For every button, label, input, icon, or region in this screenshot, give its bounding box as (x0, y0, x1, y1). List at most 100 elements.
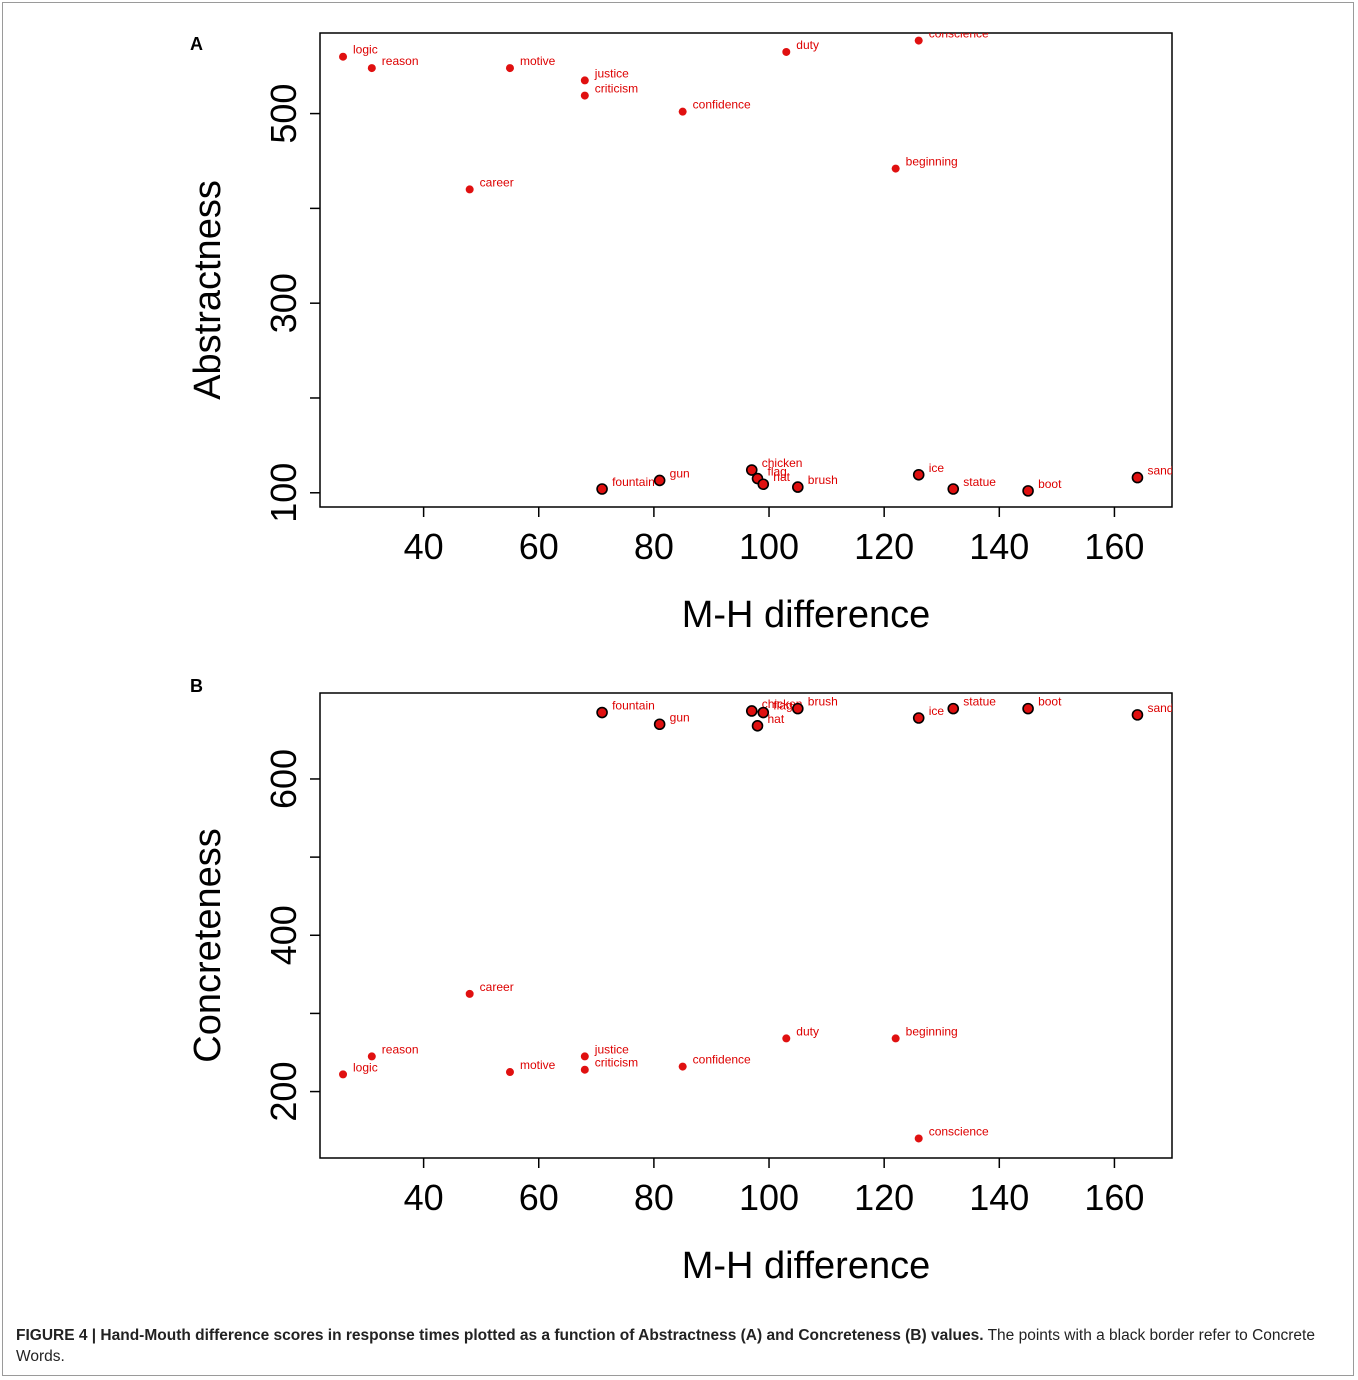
point-career (465, 185, 474, 194)
point-reason (367, 1052, 376, 1061)
x-tick-label: 80 (634, 1177, 674, 1218)
point-statue (947, 702, 960, 715)
point-boot (1022, 702, 1034, 715)
point-label-justice: justice (594, 1042, 629, 1056)
point-label-sand: sand (1147, 464, 1173, 478)
y-tick-label: 200 (263, 1062, 304, 1122)
point-hat (757, 478, 770, 491)
point-label-justice: justice (594, 66, 629, 80)
point-fountain (596, 483, 608, 495)
point-label-statue: statue (963, 695, 996, 709)
point-label-duty: duty (796, 1024, 819, 1038)
x-tick-label: 40 (404, 526, 444, 567)
point-career (465, 989, 474, 998)
plot-border (319, 32, 1173, 508)
point-label-duty: duty (796, 38, 819, 52)
point-label-criticism: criticism (595, 82, 638, 96)
point-hat (751, 720, 764, 732)
point-label-gun: gun (670, 466, 690, 480)
point-label-brush: brush (808, 473, 838, 487)
point-label-sand: sand (1147, 701, 1173, 715)
point-justice (580, 76, 589, 85)
point-fountain (596, 706, 608, 719)
point-label-statue: statue (963, 475, 996, 489)
y-axis-title: Concreteness (187, 828, 229, 1062)
point-justice (580, 1052, 589, 1061)
point-conscience (914, 36, 923, 45)
chart-panel-a: A 40 60 80 100 120 140 160 100 300 500 M-H differen… (187, 32, 1173, 636)
point-brush (792, 481, 804, 493)
y-tick-label: 500 (263, 84, 304, 144)
points-group: logic reason motive justice criticism confide… (339, 33, 1173, 497)
panel-letter: A (190, 34, 203, 54)
x-tick-label: 80 (634, 526, 674, 567)
point-label-reason: reason (382, 54, 419, 68)
point-label-confidence: confidence (693, 1053, 751, 1067)
plot-border (319, 692, 1173, 1159)
point-criticism (580, 1065, 589, 1074)
point-label-career: career (480, 980, 514, 994)
point-label-conscience: conscience (929, 1124, 989, 1138)
x-axis-title: M-H difference (682, 1245, 931, 1287)
point-label-beginning: beginning (906, 1024, 958, 1038)
figure-charts: A 40 60 80 100 120 140 160 100 300 500 M-H differen… (187, 32, 1173, 1287)
point-chicken (745, 705, 758, 717)
point-duty (782, 1034, 791, 1043)
point-label-boot: boot (1038, 477, 1062, 491)
caption-text: The points with a black border refer to … (16, 1327, 1315, 1365)
point-label-confidence: confidence (693, 98, 751, 112)
x-tick-label: 120 (854, 1177, 914, 1218)
point-label-motive: motive (520, 54, 556, 68)
point-gun (653, 718, 666, 731)
point-confidence (678, 1062, 687, 1071)
chart-panel-b: B 40 60 80 100 120 140 160 200 400 600 M-H differen… (187, 676, 1173, 1287)
point-motive (505, 1068, 514, 1077)
panel-letter: B (190, 676, 203, 696)
x-tick-label: 140 (969, 1177, 1029, 1218)
point-chicken (745, 464, 758, 476)
point-logic (339, 1070, 348, 1079)
y-tick-label: 300 (263, 273, 304, 333)
x-axis-title: M-H difference (682, 594, 931, 636)
point-label-gun: gun (670, 710, 690, 724)
y-axis-title: Abstractness (187, 180, 229, 400)
point-label-hat: hat (768, 712, 785, 726)
x-tick-label: 60 (519, 1177, 559, 1218)
point-label-fountain: fountain (612, 475, 655, 489)
x-tick-label: 40 (404, 1177, 444, 1218)
point-statue (947, 483, 960, 495)
x-tick-label: 120 (854, 526, 914, 567)
point-motive (505, 64, 514, 73)
point-label-brush: brush (808, 695, 838, 709)
point-label-chicken: chicken (762, 456, 803, 470)
point-reason (367, 64, 376, 73)
point-ice (912, 468, 925, 481)
x-tick-label: 100 (739, 1177, 799, 1218)
point-label-career: career (480, 175, 514, 189)
point-label-hat: hat (773, 470, 790, 484)
y-tick-label: 100 (263, 463, 304, 523)
figure-caption: FIGURE 4 | Hand-Mouth difference scores … (16, 1325, 1336, 1367)
point-label-ice: ice (929, 461, 945, 475)
y-tick-label: 400 (263, 905, 304, 965)
point-criticism (580, 91, 589, 100)
point-logic (339, 52, 348, 61)
point-ice (912, 712, 925, 724)
point-label-flag: flag (773, 699, 792, 713)
point-boot (1022, 485, 1034, 497)
x-tick-label: 160 (1084, 526, 1144, 567)
point-confidence (678, 107, 687, 116)
point-label-motive: motive (520, 1058, 556, 1072)
x-tick-label: 140 (969, 526, 1029, 567)
point-label-boot: boot (1038, 695, 1062, 709)
point-sand (1131, 471, 1144, 484)
point-label-fountain: fountain (612, 699, 655, 713)
x-tick-label: 60 (519, 526, 559, 567)
x-tick-label: 100 (739, 526, 799, 567)
y-tick-label: 600 (263, 749, 304, 809)
point-label-ice: ice (929, 704, 945, 718)
point-label-criticism: criticism (595, 1056, 638, 1070)
point-sand (1131, 709, 1144, 721)
point-flag (757, 706, 770, 719)
